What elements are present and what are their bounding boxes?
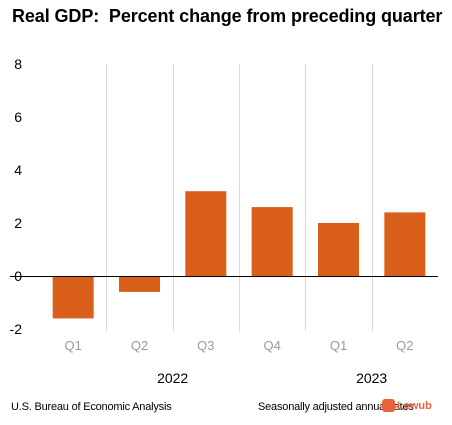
bar [251,207,293,276]
source-note: U.S. Bureau of Economic Analysis [11,401,172,413]
y-tick-label: 2 [14,215,22,231]
chart-title: Real GDP: Percent change from preceding … [12,6,443,26]
y-tick-label: 8 [14,56,22,72]
y-tick-label: -2 [10,321,23,337]
watermark-logo-icon [382,399,395,412]
rate-note: Seasonally adjusted annual rates [258,401,414,413]
x-tick-label: Q1 [64,338,81,353]
bar [318,223,359,276]
x-tick-label: Q2 [131,338,148,353]
x-tick-label: Q1 [330,338,347,353]
bar [384,212,426,276]
bar [119,276,160,292]
y-tick-label: 6 [14,109,22,125]
watermark-text: Lewub [397,399,432,412]
bar [185,191,227,276]
x-tick-label: Q3 [197,338,214,353]
bar [52,276,94,319]
year-group-label: 2022 [157,370,188,386]
x-tick-label: Q4 [263,338,280,353]
y-tick-label: 4 [14,162,22,178]
watermark: Lewub [382,399,432,412]
x-tick-label: Q2 [396,338,413,353]
year-group-label: 2023 [356,370,387,386]
